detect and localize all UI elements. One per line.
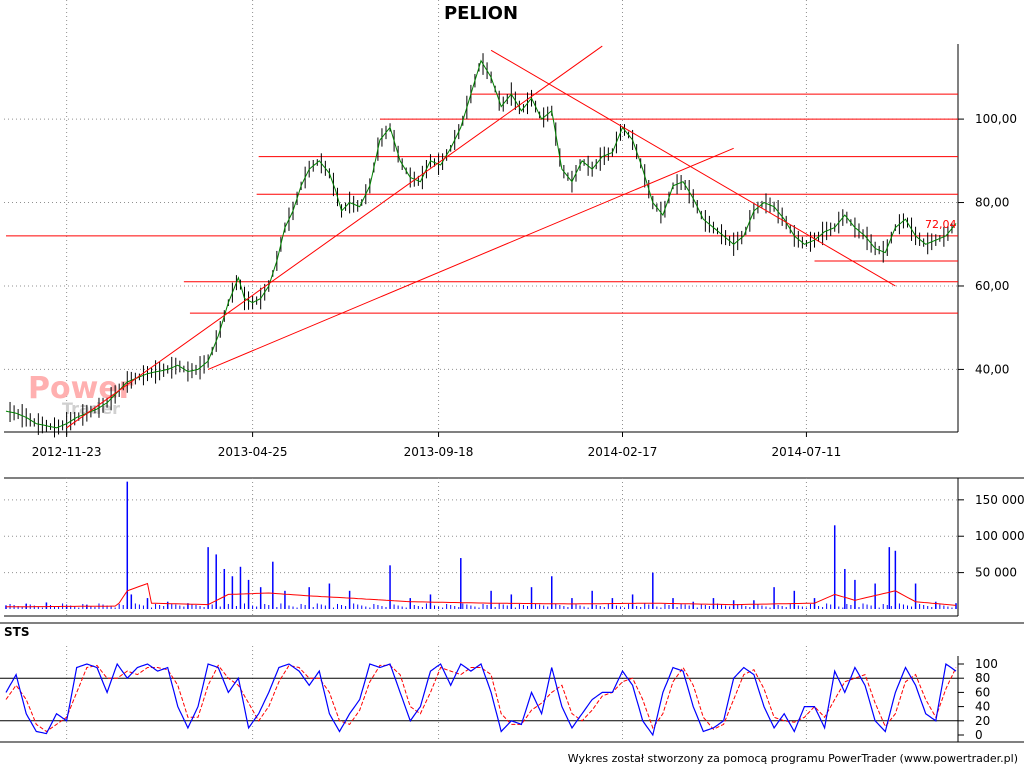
volume-y-tick-label: 100 000 xyxy=(975,529,1024,543)
price-x-tick-label: 2013-04-25 xyxy=(218,445,288,459)
price-x-tick-label: 2013-09-18 xyxy=(404,445,474,459)
watermark-line1: Power xyxy=(28,371,134,406)
osc-y-tick-label: 80 xyxy=(975,671,990,685)
price-y-tick-label: 60,00 xyxy=(975,279,1009,293)
trend-lines xyxy=(66,45,896,429)
osc-y-tick-label: 40 xyxy=(975,700,990,714)
volume-panel: 50 000 100 000 150 000 xyxy=(4,477,1024,617)
d-line xyxy=(5,664,957,733)
price-x-tick-label: 2014-02-17 xyxy=(588,445,658,459)
chart-title: PELION xyxy=(444,3,518,24)
price-y-tick-label: 80,00 xyxy=(975,196,1009,210)
k-line xyxy=(5,662,957,737)
price-candles xyxy=(9,53,953,438)
volume-y-ticks: 50 000 100 000 150 000 xyxy=(958,493,1024,580)
price-y-tick-label: 40,00 xyxy=(975,362,1009,376)
price-y-ticks: 40,00 60,00 80,00 100,00 xyxy=(958,112,1017,376)
support-resistance-lines xyxy=(6,93,958,314)
price-grid xyxy=(4,0,958,432)
volume-y-tick-label: 150 000 xyxy=(975,493,1024,507)
footer-credit: Wykres został stworzony za pomocą progra… xyxy=(568,752,1018,765)
osc-y-tick-label: 60 xyxy=(975,685,990,699)
oscillator-grid xyxy=(66,646,807,742)
oscillator-title: STS xyxy=(4,625,29,639)
price-x-ticks: 2012-11-23 2013-04-25 2013-09-18 2014-02-17… xyxy=(32,432,842,459)
volume-y-tick-label: 50 000 xyxy=(975,566,1017,580)
trend-line-0 xyxy=(66,45,603,429)
price-y-tick-label: 100,00 xyxy=(975,112,1017,126)
price-panel: PELION Power Trader 40,00 60,00 80,00 100,0… xyxy=(4,0,1017,459)
osc-y-tick-label: 0 xyxy=(975,728,983,742)
last-value-label: 72,04 xyxy=(925,218,957,231)
watermark: Power Trader xyxy=(28,371,134,418)
osc-y-tick-label: 20 xyxy=(975,714,990,728)
trend-line-2 xyxy=(490,49,896,287)
volume-bars xyxy=(5,481,957,609)
price-x-tick-label: 2014-07-11 xyxy=(772,445,842,459)
price-x-tick-label: 2012-11-23 xyxy=(32,445,102,459)
osc-y-tick-label: 100 xyxy=(975,657,998,671)
oscillator-levels xyxy=(0,677,958,722)
volume-grid xyxy=(4,478,958,616)
volume-ma-line xyxy=(6,582,957,608)
trend-line-1 xyxy=(207,147,734,370)
price-series-line xyxy=(5,59,957,429)
